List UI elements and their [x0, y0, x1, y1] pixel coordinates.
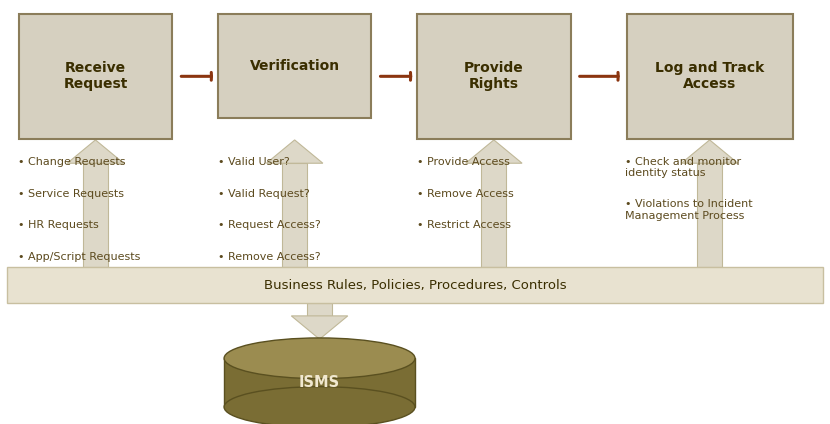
Ellipse shape: [224, 338, 415, 379]
FancyBboxPatch shape: [217, 14, 371, 118]
Polygon shape: [224, 358, 415, 407]
Polygon shape: [697, 163, 722, 267]
Polygon shape: [681, 140, 738, 163]
Polygon shape: [282, 163, 307, 267]
Text: • Provide Access: • Provide Access: [417, 157, 510, 167]
Text: Verification: Verification: [250, 59, 339, 73]
Text: • Check and monitor
identity status: • Check and monitor identity status: [625, 157, 741, 179]
Text: • Valid User?: • Valid User?: [218, 157, 290, 167]
Polygon shape: [307, 303, 332, 316]
Text: • Request Access?: • Request Access?: [218, 220, 321, 231]
Text: • Change Requests: • Change Requests: [18, 157, 126, 167]
Polygon shape: [67, 140, 124, 163]
Text: • Remove Access: • Remove Access: [417, 189, 515, 199]
Text: • Violations to Incident
Management Process: • Violations to Incident Management Proc…: [625, 199, 753, 221]
Polygon shape: [291, 316, 348, 339]
Text: • App/Script Requests: • App/Script Requests: [18, 252, 140, 262]
Polygon shape: [466, 140, 522, 163]
FancyBboxPatch shape: [19, 14, 173, 139]
Polygon shape: [266, 140, 323, 163]
Polygon shape: [83, 163, 108, 267]
FancyBboxPatch shape: [627, 14, 793, 139]
Text: • Restrict Access: • Restrict Access: [417, 220, 511, 231]
Text: • Valid Request?: • Valid Request?: [218, 189, 310, 199]
Text: ISMS: ISMS: [299, 375, 340, 390]
Text: Receive
Request: Receive Request: [63, 61, 128, 92]
Ellipse shape: [224, 387, 415, 424]
Text: • HR Requests: • HR Requests: [18, 220, 99, 231]
Text: • Remove Access?: • Remove Access?: [218, 252, 321, 262]
Text: Provide
Rights: Provide Rights: [464, 61, 524, 92]
Text: Business Rules, Policies, Procedures, Controls: Business Rules, Policies, Procedures, Co…: [264, 279, 566, 292]
Polygon shape: [481, 163, 506, 267]
Text: Log and Track
Access: Log and Track Access: [655, 61, 764, 92]
Text: • Service Requests: • Service Requests: [18, 189, 124, 199]
FancyBboxPatch shape: [7, 267, 823, 303]
FancyBboxPatch shape: [417, 14, 571, 139]
